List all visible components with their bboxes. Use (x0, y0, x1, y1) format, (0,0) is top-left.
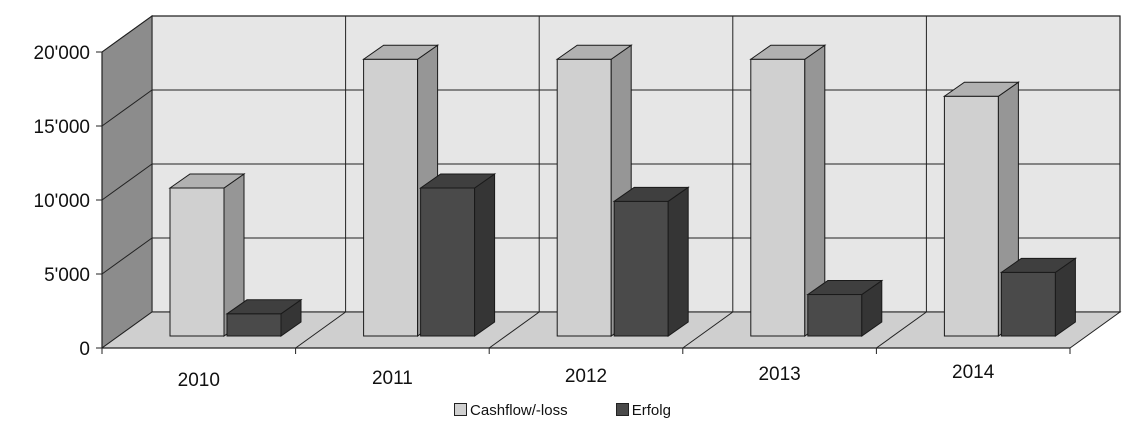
bar-erfolg-2012 (612, 186, 690, 337)
bar-erfolg-2014 (999, 257, 1077, 337)
bar-front-face (1000, 271, 1056, 337)
x-tick-label-2014: 2014 (952, 362, 995, 383)
legend-item-cashflow: Cashflow/-loss (454, 402, 568, 419)
bar-top-face (225, 299, 303, 315)
bar-erfolg-2013 (806, 279, 884, 337)
gridline-side (101, 15, 153, 53)
bar-cashflow-loss-2014 (942, 81, 1020, 337)
bar-front-face (807, 294, 863, 337)
bar-chart: 0 5'000 10'000 15'000 20'000 2010 2011 2012 2013… (34, 15, 1122, 391)
category-divider-floor (682, 311, 734, 349)
x-tick-label-2011: 2011 (372, 368, 413, 389)
category-divider-floor (876, 311, 927, 349)
bar-top-face (806, 280, 884, 296)
bar-top-face (168, 173, 246, 189)
bar-front-face (556, 58, 612, 337)
y-tick-label: 20'000 (34, 43, 90, 64)
category-divider-floor (488, 311, 540, 349)
chart-legend: Cashflow/-loss Erfolg (0, 402, 1125, 419)
y-tick-label: 15'000 (34, 117, 90, 138)
y-tick-label: 0 (79, 339, 90, 360)
bar-front-face (420, 187, 476, 337)
bar-top-face (555, 44, 633, 60)
bar-front-face (226, 313, 282, 337)
legend-item-erfolg: Erfolg (615, 402, 671, 419)
gridline-side (101, 89, 153, 127)
bar-front-face (169, 187, 225, 337)
bar-top-face (362, 44, 440, 60)
bar-cashflow-loss-2013 (749, 44, 827, 337)
gridline-side (101, 163, 153, 201)
bar-cashflow-loss-2010 (168, 173, 246, 337)
bar-top-face (612, 186, 690, 202)
legend-label-cashflow: Cashflow/-loss (470, 402, 568, 419)
x-tick-label-2013: 2013 (758, 364, 800, 385)
chart-bars (168, 44, 1077, 337)
bar-side-face (474, 173, 496, 337)
legend-swatch-cashflow (454, 403, 468, 416)
bar-top-face (942, 81, 1020, 97)
bar-front-face (750, 58, 806, 337)
bar-front-face (943, 95, 999, 337)
y-tick-label: 5'000 (44, 265, 90, 286)
bar-top-face (749, 44, 827, 60)
bar-top-face (999, 257, 1077, 273)
y-tick-label: 10'000 (34, 191, 90, 212)
bar-front-face (613, 200, 669, 337)
bar-top-face (419, 173, 497, 189)
bar-side-face (667, 186, 689, 337)
legend-swatch-erfolg (615, 403, 629, 416)
bar-front-face (363, 58, 419, 337)
x-tick-label-2012: 2012 (565, 366, 607, 387)
x-tick-label-2010: 2010 (178, 370, 220, 391)
gridline-side (101, 237, 153, 275)
bar-erfolg-2011 (419, 173, 497, 337)
bar-erfolg-2010 (225, 298, 303, 337)
category-divider-floor (295, 311, 346, 349)
chart-labels: 0 5'000 10'000 15'000 20'000 2010 2011 2012 2013… (34, 43, 995, 391)
legend-label-erfolg: Erfolg (631, 402, 671, 419)
chart-axes (96, 51, 1071, 354)
